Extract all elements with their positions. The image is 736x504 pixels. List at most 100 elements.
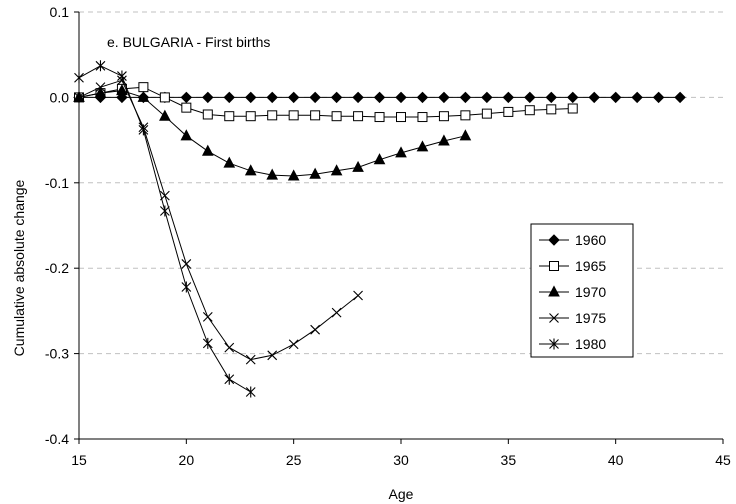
x-tick-label: 45 — [715, 452, 731, 468]
data-point — [288, 339, 299, 350]
series-1965 — [74, 82, 578, 123]
series-line-1970 — [78, 90, 466, 177]
data-point — [245, 111, 256, 122]
data-point — [159, 205, 170, 217]
data-point — [117, 70, 127, 82]
data-point — [503, 106, 514, 117]
data-point — [310, 110, 321, 121]
series-line-1975 — [78, 79, 359, 361]
data-point — [309, 91, 321, 104]
data-point — [74, 72, 84, 84]
data-point — [244, 164, 257, 176]
data-point — [352, 91, 364, 104]
data-point — [330, 164, 343, 176]
series-line-1965 — [78, 86, 573, 118]
data-point — [460, 110, 471, 121]
legend-item-1965: 1965 — [539, 258, 606, 274]
data-point — [352, 160, 364, 172]
data-point — [267, 350, 278, 361]
data-point — [524, 91, 536, 104]
data-point — [524, 105, 535, 116]
y-tick-label: -0.2 — [45, 260, 69, 276]
data-point — [266, 91, 278, 104]
legend-label: 1975 — [575, 310, 606, 326]
data-point — [180, 91, 193, 104]
data-point — [202, 91, 214, 104]
y-axis-title: Cumulative absolute change — [11, 179, 27, 356]
data-point — [353, 111, 364, 122]
y-tick-label: -0.1 — [45, 175, 69, 191]
data-point — [245, 354, 256, 365]
data-point — [330, 91, 343, 104]
data-point — [395, 146, 407, 158]
data-point — [202, 311, 213, 322]
data-point — [438, 134, 450, 146]
legend-label: 1970 — [575, 284, 606, 300]
data-point — [287, 91, 300, 104]
data-point — [224, 342, 235, 353]
x-tick-label: 20 — [179, 452, 195, 468]
data-point — [223, 91, 235, 104]
data-point — [373, 91, 386, 104]
data-point — [459, 91, 472, 104]
x-tick-label: 35 — [501, 452, 517, 468]
legend-item-1975: 1975 — [539, 310, 606, 326]
data-point — [416, 140, 429, 152]
data-point — [481, 108, 492, 119]
data-point — [245, 91, 257, 104]
data-point — [502, 91, 515, 104]
x-tick-labels: 15 20 25 30 35 40 45 — [71, 452, 731, 468]
data-point — [181, 102, 192, 113]
data-point — [549, 313, 559, 323]
data-point — [567, 103, 578, 114]
data-point — [331, 307, 342, 318]
data-point — [223, 156, 236, 168]
data-point — [567, 91, 579, 104]
data-point — [224, 373, 235, 385]
data-point — [545, 91, 557, 104]
legend-item-1970: 1970 — [539, 284, 606, 300]
legend-label: 1980 — [575, 336, 606, 352]
data-point — [395, 91, 407, 104]
legend: 1960 1965 1970 1975 1980 — [530, 223, 634, 358]
data-point — [353, 290, 363, 301]
data-point — [549, 338, 559, 350]
data-point — [459, 129, 472, 141]
x-tick-label: 15 — [71, 452, 87, 468]
data-point — [180, 129, 193, 141]
data-point — [609, 91, 622, 104]
data-point — [652, 91, 665, 104]
y-tick-label: -0.4 — [45, 431, 69, 447]
data-point — [310, 324, 321, 335]
data-point — [438, 91, 450, 104]
x-tick-label: 25 — [286, 452, 302, 468]
data-point — [181, 281, 192, 293]
data-point — [374, 112, 385, 123]
legend-item-1960: 1960 — [539, 232, 606, 248]
series-1980 — [74, 60, 256, 398]
data-series — [73, 60, 686, 398]
data-point — [549, 261, 559, 271]
data-point — [438, 111, 449, 122]
legend-item-1980: 1980 — [539, 336, 606, 352]
data-point — [224, 111, 235, 122]
data-point — [481, 91, 493, 104]
legend-box — [530, 223, 634, 358]
data-point — [417, 112, 428, 123]
x-tick-label: 30 — [393, 452, 409, 468]
y-tick-label: 0.1 — [50, 4, 70, 20]
data-point — [94, 86, 107, 98]
data-point — [588, 91, 600, 104]
legend-label: 1965 — [575, 258, 606, 274]
data-point — [159, 109, 171, 121]
data-point — [181, 259, 192, 269]
data-point — [416, 91, 429, 104]
data-point — [288, 110, 299, 121]
x-tick-label: 40 — [608, 452, 624, 468]
data-point — [266, 168, 279, 180]
data-point — [202, 337, 213, 349]
data-point — [631, 91, 643, 104]
data-point — [331, 111, 342, 122]
data-point — [138, 82, 149, 93]
